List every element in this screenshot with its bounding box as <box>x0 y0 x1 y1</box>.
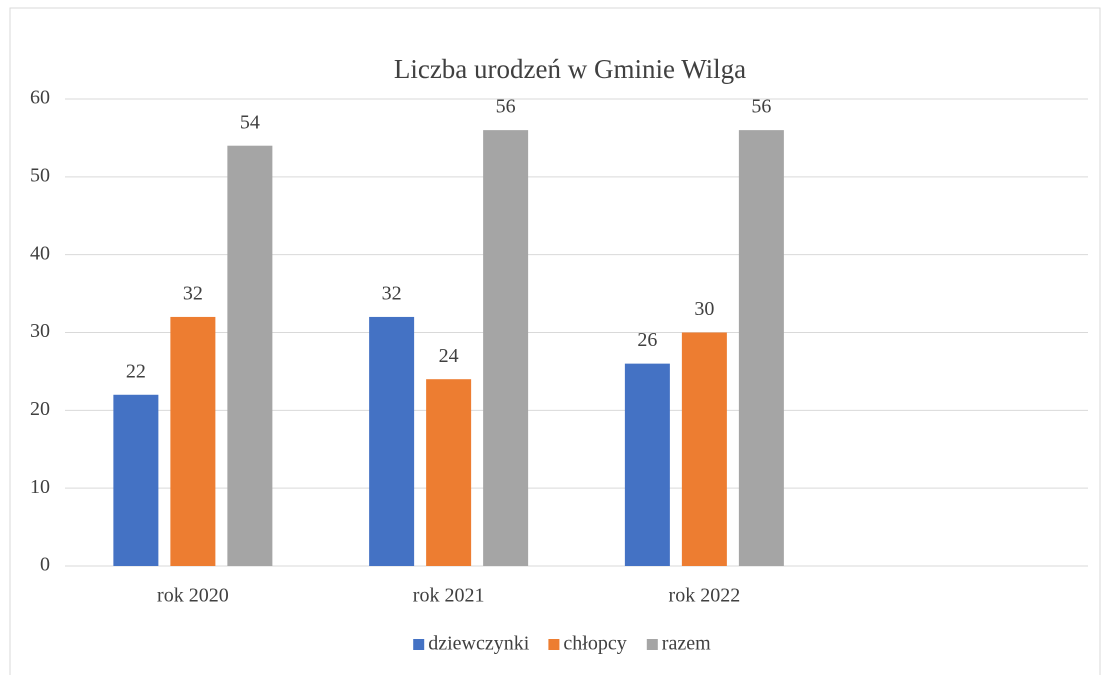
bar <box>624 363 670 566</box>
y-tick-label: 0 <box>40 554 50 576</box>
legend-swatch <box>646 639 658 650</box>
x-tick-label: rok 2022 <box>669 585 741 607</box>
legend-label: dziewczynki <box>428 633 530 655</box>
bar <box>113 394 159 566</box>
data-label: 32 <box>382 283 402 305</box>
legend-label: chłopcy <box>563 633 626 655</box>
y-tick-label: 30 <box>30 320 50 342</box>
y-tick-label: 60 <box>30 87 50 109</box>
bar <box>738 130 784 566</box>
y-tick-label: 40 <box>30 242 50 264</box>
legend-swatch <box>548 639 560 650</box>
data-label: 56 <box>751 96 771 118</box>
bar <box>681 332 727 566</box>
legend-swatch <box>413 639 425 650</box>
bar <box>426 379 472 566</box>
y-tick-label: 50 <box>30 164 50 186</box>
bar <box>170 316 216 566</box>
chart-title: Liczba urodzeń w Gminie Wilga <box>394 54 746 84</box>
data-label: 24 <box>439 345 459 367</box>
legend-label: razem <box>662 633 711 655</box>
data-label: 30 <box>694 298 714 320</box>
data-label: 22 <box>126 360 146 382</box>
bar <box>369 316 415 566</box>
y-tick-label: 20 <box>30 398 50 420</box>
bar <box>227 145 273 566</box>
data-label: 26 <box>637 329 657 351</box>
y-tick-label: 10 <box>30 476 50 498</box>
bar <box>483 130 529 566</box>
x-tick-label: rok 2020 <box>157 585 229 607</box>
x-tick-label: rok 2021 <box>413 585 485 607</box>
data-label: 54 <box>240 111 260 133</box>
data-label: 56 <box>496 96 516 118</box>
data-label: 32 <box>183 283 203 305</box>
